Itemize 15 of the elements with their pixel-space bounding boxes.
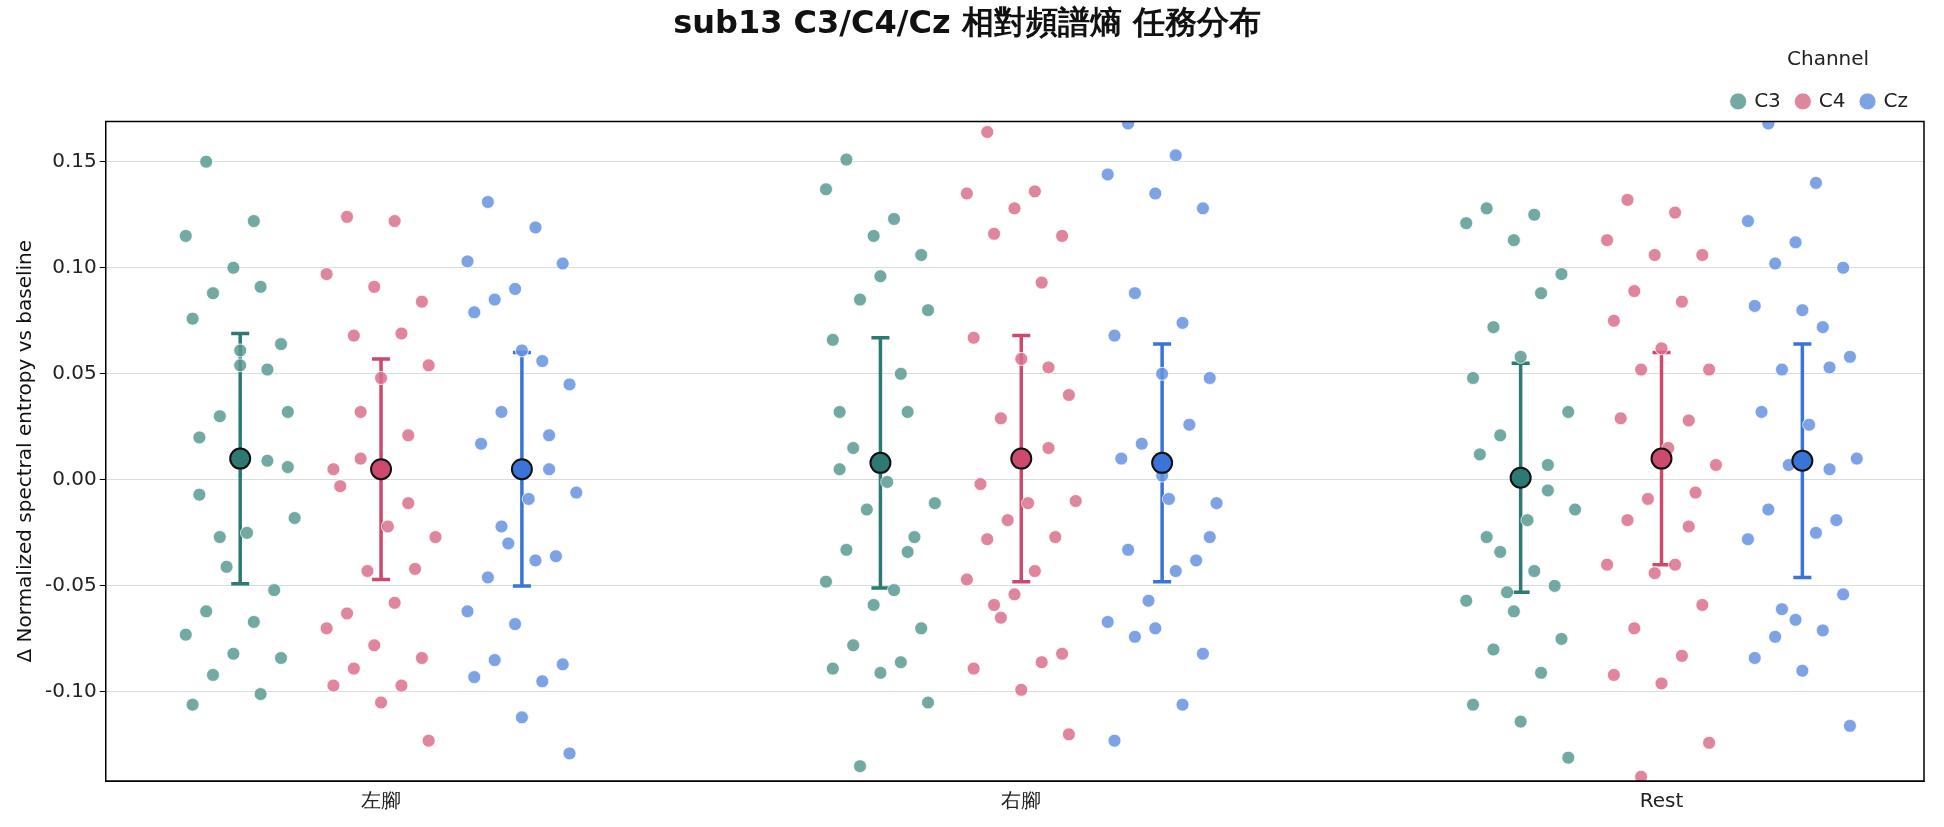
legend-label: C3 — [1754, 87, 1781, 112]
y-tick-label: 0.10 — [52, 253, 97, 278]
legend-title: Channel — [1787, 45, 1870, 70]
y-axis-title: Δ Normalized spectral entropy vs baseline — [12, 239, 37, 663]
legend-label: Cz — [1883, 87, 1909, 112]
x-tick-label: 左腳 — [361, 788, 402, 813]
y-tick-label: 0.00 — [52, 466, 97, 491]
x-tick-label: 右腳 — [1001, 788, 1042, 813]
y-tick-label: -0.10 — [45, 678, 97, 703]
x-tick-label: Rest — [1639, 788, 1684, 813]
y-tick-label: 0.05 — [52, 359, 97, 384]
chart-title: sub13 C3/C4/Cz 相對頻譜熵 任務分布 — [673, 2, 1261, 41]
y-tick-label: -0.05 — [45, 572, 97, 597]
legend-label: C4 — [1818, 87, 1846, 112]
y-tick-label: 0.15 — [52, 147, 97, 172]
